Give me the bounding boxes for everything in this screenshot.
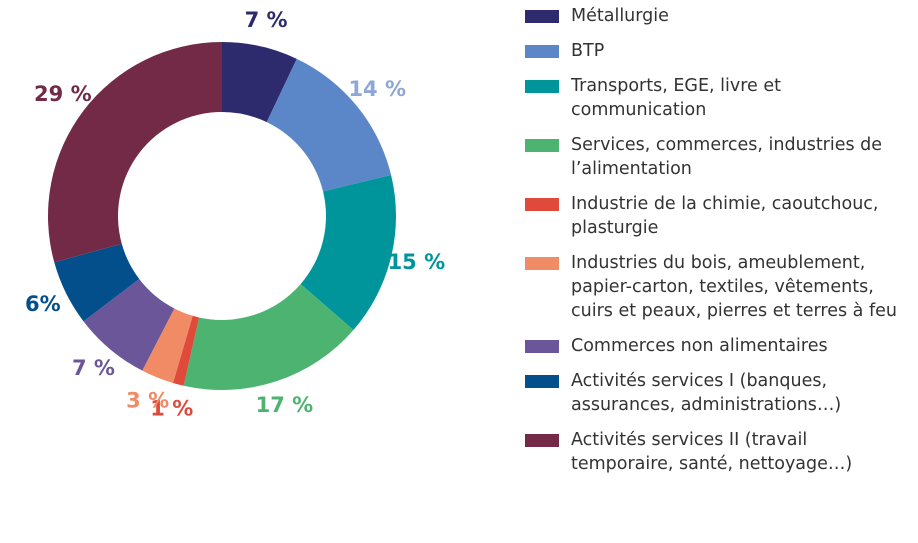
legend-label: Industries du bois, ameublement, papier-… [571, 253, 897, 321]
value-label: 6% [25, 292, 61, 316]
legend-swatch [525, 375, 559, 388]
value-label: 7 % [245, 8, 288, 32]
legend-item: Activités services I (banques, assurance… [525, 369, 915, 417]
slice [266, 58, 392, 192]
value-label: 29 % [34, 82, 92, 106]
legend-item: BTP [525, 39, 915, 63]
legend-label: Activités services II (travail temporair… [571, 430, 853, 474]
legend-swatch [525, 10, 559, 23]
legend-label: Transports, EGE, livre et communication [571, 76, 782, 120]
legend-item: Activités services II (travail temporair… [525, 428, 915, 476]
chart: 7 % 14 % 15 % 17 % 1 %3 % 7 % 6% 29 % [25, 8, 446, 421]
legend-label: Services, commerces, industries de l’ali… [571, 135, 883, 179]
slice [142, 308, 193, 383]
slice [300, 174, 397, 330]
legend-item: Industrie de la chimie, caoutchouc, plas… [525, 192, 915, 240]
legend-swatch [525, 139, 559, 152]
legend-label: BTP [571, 41, 605, 61]
value-label: 7 % [72, 356, 115, 380]
legend: Métallurgie BTP Transports, EGE, livre et … [525, 4, 915, 476]
legend-label: Industrie de la chimie, caoutchouc, plas… [571, 194, 879, 238]
legend-swatch [525, 80, 559, 93]
legend-item: Métallurgie [525, 4, 915, 28]
slice [172, 315, 200, 386]
value-label: 3 % [126, 389, 169, 413]
slice [54, 243, 140, 322]
legend-swatch [525, 434, 559, 447]
legend-label: Commerces non alimentaires [571, 336, 828, 356]
slice [83, 278, 175, 371]
legend-item: Transports, EGE, livre et communication [525, 74, 915, 122]
legend-item: Industries du bois, ameublement, papier-… [525, 251, 915, 323]
legend-label: Activités services I (banques, assurance… [571, 371, 842, 415]
slice [183, 284, 354, 390]
value-label: 17 % [256, 393, 314, 417]
slice [47, 42, 222, 263]
value-label: 14 % [348, 77, 406, 101]
legend-swatch [525, 257, 559, 270]
legend-item: Commerces non alimentaires [525, 334, 915, 358]
legend-item: Services, commerces, industries de l’ali… [525, 133, 915, 181]
value-label: 15 % [388, 250, 446, 274]
slice [222, 42, 297, 123]
legend-swatch [525, 45, 559, 58]
legend-label: Métallurgie [571, 6, 669, 26]
value-label: 1 % [150, 397, 193, 421]
legend-swatch [525, 198, 559, 211]
legend-swatch [525, 340, 559, 353]
